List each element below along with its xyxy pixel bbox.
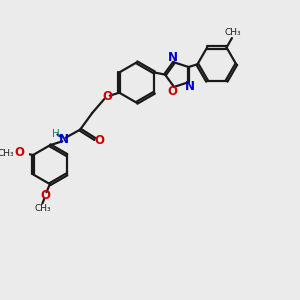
Text: O: O xyxy=(168,85,178,98)
Text: N: N xyxy=(168,51,178,64)
Text: N: N xyxy=(185,80,195,93)
Text: O: O xyxy=(102,90,112,103)
Text: O: O xyxy=(15,146,25,159)
Text: O: O xyxy=(95,134,105,147)
Text: H: H xyxy=(52,129,60,139)
Text: CH₃: CH₃ xyxy=(34,204,51,213)
Text: CH₃: CH₃ xyxy=(0,148,14,158)
Text: O: O xyxy=(40,189,50,202)
Text: N: N xyxy=(58,133,68,146)
Text: CH₃: CH₃ xyxy=(225,28,242,37)
